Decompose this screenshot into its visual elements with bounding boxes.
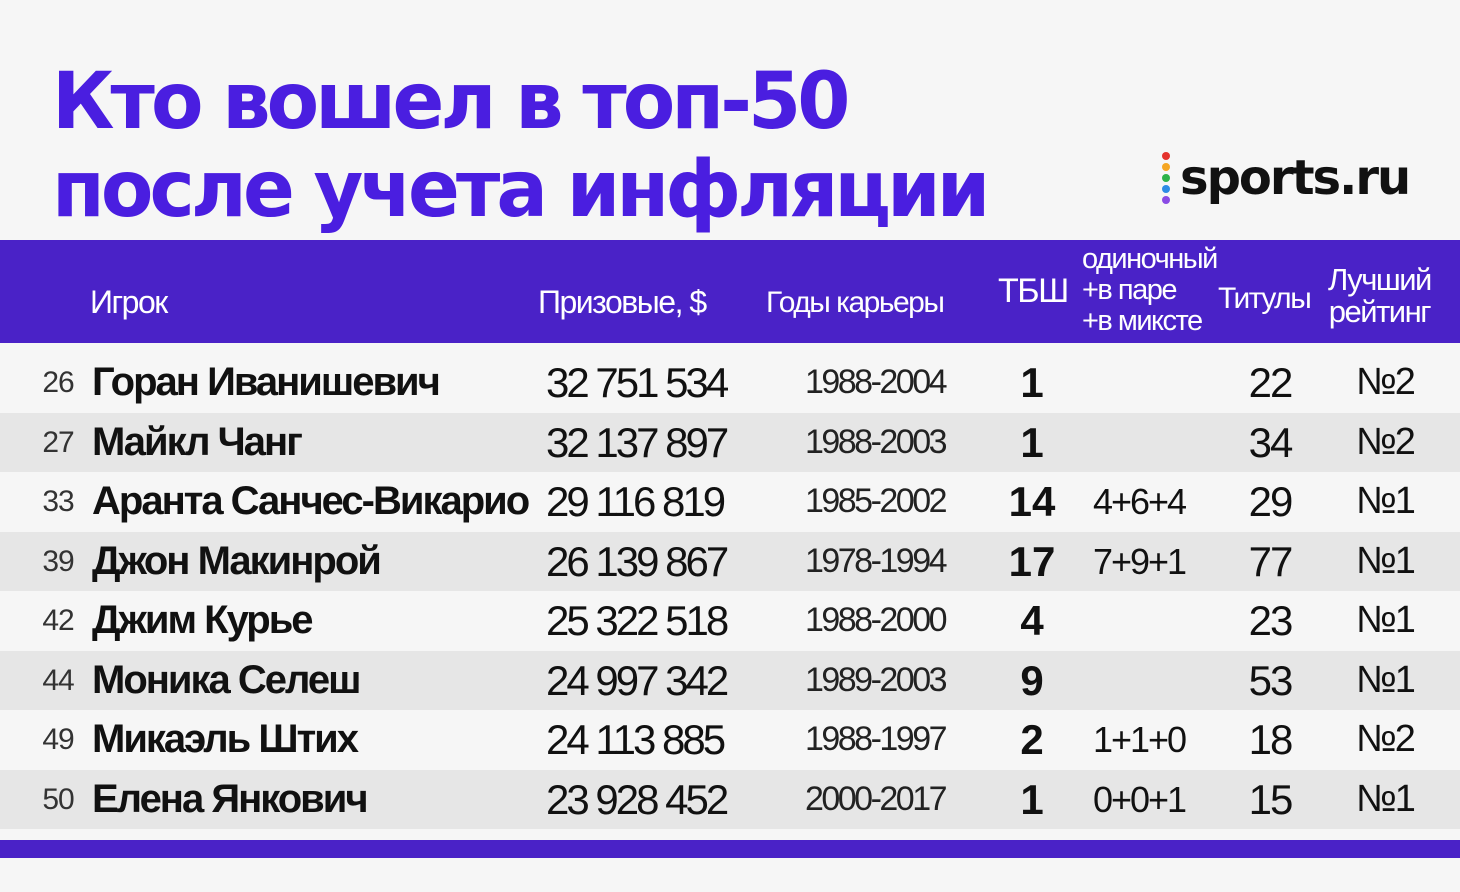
best-ranking: №1 [1356, 599, 1416, 641]
header-slams-line: одиночный [1082, 243, 1218, 275]
row-rank: 42 [42, 604, 74, 637]
header-titles: Титулы [1218, 282, 1312, 315]
player-name: Майкл Чанг [92, 419, 303, 464]
player-name: Моника Селеш [92, 657, 361, 702]
sports-ru-logo: sports.ru [1162, 150, 1411, 206]
table-row: 27 Майкл Чанг 32 137 897 1988-2003 1 34 №2 [0, 412, 1460, 473]
best-ranking: №2 [1356, 420, 1416, 463]
career-years: 1989-2003 [804, 660, 948, 699]
logo-dot [1162, 196, 1170, 204]
slam-breakdown [1080, 413, 1198, 473]
grand-slam-count: 1 [1020, 775, 1044, 823]
prize-money: 23 928 452 [546, 775, 729, 823]
table-row: 42 Джим Курье 25 322 518 1988-2000 4 23 №1 [0, 591, 1460, 651]
titles-count: 22 [1248, 359, 1294, 406]
prize-money: 24 997 342 [546, 656, 729, 704]
header-slams-detail: одиночный +в паре +в миксте [1082, 243, 1218, 337]
slam-breakdown [1080, 353, 1198, 413]
table-row: 39 Джон Макинрой 26 139 867 1978-1994 17 7+9+… [0, 531, 1460, 591]
row-rank: 27 [42, 425, 74, 459]
slam-breakdown: 4+6+4 [1092, 481, 1187, 522]
header-years: Годы карьеры [766, 286, 945, 319]
logo-dot [1162, 174, 1170, 182]
header-slams-line: +в паре [1082, 274, 1177, 306]
best-ranking: №1 [1356, 480, 1416, 522]
table-header: Игрок Призовые, $ Годы карьеры ТБШ одино… [0, 240, 1460, 343]
player-name: Микаэль Штих [92, 717, 359, 761]
best-ranking: №2 [1356, 718, 1416, 760]
prize-money: 29 116 819 [546, 478, 726, 525]
row-rank: 33 [42, 485, 74, 518]
logo-dot [1162, 152, 1170, 160]
prize-money: 32 751 534 [546, 359, 729, 406]
logo-dots-icon [1162, 152, 1170, 204]
header-prize: Призовые, $ [538, 284, 707, 320]
row-rank: 39 [42, 544, 74, 578]
header-player: Игрок [90, 284, 168, 320]
grand-slam-count: 14 [1008, 478, 1056, 525]
slam-breakdown: 7+9+1 [1092, 540, 1187, 582]
header-slams-line: +в миксте [1082, 305, 1203, 337]
row-rank: 49 [42, 723, 74, 756]
grand-slam-count: 9 [1020, 656, 1044, 704]
prize-money: 32 137 897 [546, 418, 729, 466]
career-years: 1988-2004 [804, 363, 948, 401]
career-years: 1988-1997 [804, 720, 948, 758]
title-line-2: после учета инфляции [52, 145, 990, 235]
grand-slam-count: 4 [1020, 597, 1044, 644]
page-title: Кто вошел в топ-50 после учета инфляции [52, 57, 990, 235]
best-ranking: №1 [1356, 777, 1416, 820]
table-row: 44 Моника Селеш 24 997 342 1989-2003 9 53 №1 [0, 650, 1460, 711]
titles-count: 15 [1248, 775, 1294, 823]
career-years: 1988-2000 [804, 601, 948, 639]
player-name: Елена Янкович [92, 776, 369, 821]
career-years: 1978-1994 [804, 541, 948, 580]
career-years: 1985-2002 [804, 482, 948, 520]
logo-dot [1162, 163, 1170, 171]
career-years: 2000-2017 [804, 779, 948, 818]
slam-breakdown: 0+0+1 [1092, 778, 1187, 820]
header-best-line: рейтинг [1328, 294, 1432, 329]
title-line-1: Кто вошел в топ-50 [52, 57, 851, 147]
table-row: 26 Горан Иванишевич 32 751 534 1988-2004 1 22… [0, 353, 1460, 413]
prize-money: 25 322 518 [546, 597, 729, 644]
table-row: 33 Аранта Санчес-Викарио 29 116 819 1985-20… [0, 472, 1460, 532]
logo-dot [1162, 185, 1170, 193]
player-name: Горан Иванишевич [92, 360, 441, 404]
best-ranking: №1 [1356, 658, 1416, 701]
grand-slam-count: 17 [1008, 537, 1056, 585]
best-ranking: №1 [1356, 539, 1416, 582]
table-row: 49 Микаэль Штих 24 113 885 1988-1997 2 1+1+0 1… [0, 710, 1460, 770]
player-name: Аранта Санчес-Викарио [92, 479, 530, 523]
grand-slam-count: 2 [1020, 716, 1044, 763]
prize-money: 24 113 885 [546, 716, 726, 763]
slam-breakdown [1080, 651, 1198, 711]
row-rank: 26 [42, 366, 74, 399]
titles-count: 23 [1248, 597, 1294, 644]
bottom-bar [0, 840, 1460, 858]
titles-count: 77 [1248, 537, 1294, 585]
header-best-line: Лучший [1328, 262, 1432, 297]
player-name: Джим Курье [92, 598, 314, 642]
row-rank: 44 [42, 663, 74, 697]
best-ranking: №2 [1356, 361, 1416, 403]
logo-text: sports.ru [1180, 150, 1411, 206]
slam-breakdown [1080, 591, 1198, 651]
titles-count: 34 [1248, 418, 1294, 466]
table-row: 50 Елена Янкович 23 928 452 2000-2017 1 0+0+1… [0, 769, 1460, 829]
row-rank: 50 [42, 782, 74, 816]
grand-slam-count: 1 [1020, 359, 1044, 406]
header-grand-slams: ТБШ [998, 272, 1069, 310]
prize-money: 26 139 867 [546, 537, 729, 585]
table-body: 26 Горан Иванишевич 32 751 534 1988-2004 1 22… [0, 353, 1460, 829]
titles-count: 53 [1248, 656, 1294, 704]
titles-count: 18 [1248, 716, 1294, 763]
career-years: 1988-2003 [804, 422, 948, 461]
header-best-rank: Лучший рейтинг [1328, 262, 1432, 329]
titles-count: 29 [1248, 478, 1294, 525]
player-name: Джон Макинрой [92, 538, 382, 583]
grand-slam-count: 1 [1020, 418, 1044, 466]
slam-breakdown: 1+1+0 [1092, 719, 1187, 760]
